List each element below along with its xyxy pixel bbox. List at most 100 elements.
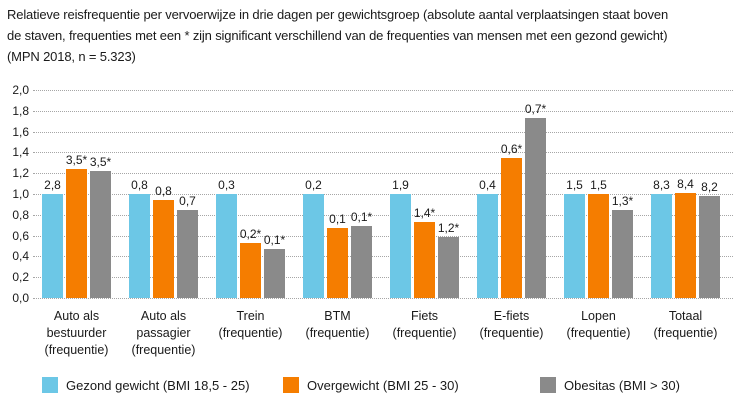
x-axis-label-line: Lopen [581, 309, 616, 323]
bar-value-label: 1,5 [566, 178, 583, 192]
x-axis-label-line: bestuurder [46, 326, 107, 340]
bar-obesitas [438, 237, 459, 298]
bar-gezond-gewicht [477, 194, 498, 298]
bar-overgewicht [153, 200, 174, 298]
y-tick-label: 0,0 [12, 291, 29, 305]
gridline [33, 194, 733, 195]
bar-value-label: 8,3 [653, 178, 670, 192]
legend-label: Obesitas (BMI > 30) [564, 378, 680, 393]
y-tick-label: 1,4 [12, 145, 29, 160]
bar-gezond-gewicht [651, 194, 672, 298]
bar-overgewicht [588, 194, 609, 298]
gridline [33, 214, 733, 216]
bar-value-label: 0,8 [131, 178, 148, 192]
y-tick-label: 1,8 [12, 103, 29, 118]
bar-obesitas [612, 210, 633, 298]
gridline [33, 235, 733, 237]
chart-title-line-3: (MPN 2018, n = 5.323) [7, 49, 136, 64]
bar-overgewicht [675, 193, 696, 298]
bar-obesitas [525, 118, 546, 298]
bar-value-label: 8,4 [677, 177, 694, 191]
bar-value-label: 0,6* [500, 142, 523, 156]
x-axis-label-line: (frequentie) [131, 343, 196, 357]
bar-gezond-gewicht [129, 194, 150, 298]
bar-obesitas [351, 226, 372, 298]
chart-title: Relatieve reisfrequentie per vervoerwijz… [7, 4, 733, 67]
legend-swatch-gezond-gewicht [42, 377, 58, 393]
gridline [33, 173, 733, 175]
x-axis-label: Auto als bestuurder (frequentie) [29, 308, 125, 359]
bar-value-label: 0,1 [329, 212, 346, 226]
bar-value-label: 3,5* [65, 153, 88, 167]
bar-overgewicht [66, 169, 87, 298]
bar-overgewicht [327, 228, 348, 298]
x-axis-label-line: E-fiets [493, 309, 530, 323]
bar-value-label: 0,2* [239, 227, 262, 241]
bar-overgewicht [501, 158, 522, 298]
x-axis-label: BTM (frequentie) [290, 308, 386, 342]
bar-value-label: 0,4 [479, 178, 496, 192]
y-tick-label: 0,8 [12, 207, 29, 222]
bar-gezond-gewicht [303, 194, 324, 298]
chart-title-line-2: de staven, frequenties met een * zijn si… [7, 28, 668, 43]
legend-label: Overgewicht (BMI 25 - 30) [307, 378, 459, 393]
bar-obesitas [177, 210, 198, 298]
x-axis-label-line: (frequentie) [44, 343, 109, 357]
y-tick-label: 1,2 [12, 166, 29, 181]
bar-value-label: 1,4* [413, 206, 436, 220]
y-tick-label: 0,6 [12, 228, 29, 243]
x-axis-label-line: (frequentie) [392, 326, 457, 340]
gridline [33, 131, 733, 133]
x-axis-label-line: BTM [324, 309, 351, 323]
x-axis-label-line: Totaal [668, 309, 703, 323]
gridline [33, 110, 733, 112]
y-tick-label: 0,4 [12, 249, 29, 264]
x-axis-label-line: (frequentie) [218, 326, 283, 340]
bar-obesitas [90, 171, 111, 298]
x-axis-label: Totaal (frequentie) [638, 308, 734, 342]
bar-value-label: 0,8 [155, 184, 172, 198]
bar-value-label: 0,7* [524, 102, 547, 116]
y-tick-label: 1,6 [12, 124, 29, 139]
bar-value-label: 0,1* [263, 233, 286, 247]
legend-swatch-obesitas [540, 377, 556, 393]
bar-gezond-gewicht [390, 194, 411, 298]
bar-overgewicht [414, 222, 435, 298]
bar-gezond-gewicht [564, 194, 585, 298]
y-tick-label: 2,0 [12, 83, 29, 97]
y-tick-label: 0,2 [12, 270, 29, 285]
x-axis-label: Lopen (frequentie) [551, 308, 647, 342]
chart-title-line-1: Relatieve reisfrequentie per vervoerwijz… [7, 7, 669, 22]
gridline [33, 90, 733, 91]
bar-value-label: 0,3 [218, 178, 235, 192]
bar-overgewicht [240, 243, 261, 298]
legend: Gezond gewicht (BMI 18,5 - 25) Overgewic… [0, 376, 736, 400]
x-axis-label-line: passagier [136, 326, 191, 340]
x-axis-label-line: Trein [236, 309, 265, 323]
bar-value-label: 1,3* [611, 194, 634, 208]
gridline [33, 256, 733, 258]
x-axis-label-line: Fiets [410, 309, 439, 323]
x-axis-label-line: (frequentie) [566, 326, 631, 340]
bar-value-label: 8,2 [701, 180, 718, 194]
bar-value-label: 3,5* [89, 155, 112, 169]
bar-value-label: 2,8 [44, 178, 61, 192]
x-axis-label: Auto als passagier (frequentie) [116, 308, 212, 359]
plot-area: 0,0 0,2 0,4 0,6 0,8 1,0 1,2 1,4 1,6 1,8 2,0 2,8 3,5*… [12, 83, 733, 305]
x-axis-label-line: Auto als [53, 309, 100, 323]
x-axis-label: Fiets (frequentie) [377, 308, 473, 342]
bar-value-label: 0,1* [350, 210, 373, 224]
x-axis-label-line: (frequentie) [653, 326, 718, 340]
x-axis-label: E-fiets (frequentie) [464, 308, 560, 342]
x-axis-label-line: Auto als [140, 309, 187, 323]
x-axis-label-line: (frequentie) [479, 326, 544, 340]
x-axis-label-line: (frequentie) [305, 326, 370, 340]
bar-obesitas [699, 196, 720, 298]
gridline [33, 298, 733, 299]
bar-gezond-gewicht [42, 194, 63, 298]
bar-gezond-gewicht [216, 194, 237, 298]
gridline [33, 152, 733, 154]
bar-value-label: 0,2 [305, 178, 322, 192]
legend-swatch-overgewicht [283, 377, 299, 393]
bar-value-label: 0,7 [179, 194, 196, 208]
